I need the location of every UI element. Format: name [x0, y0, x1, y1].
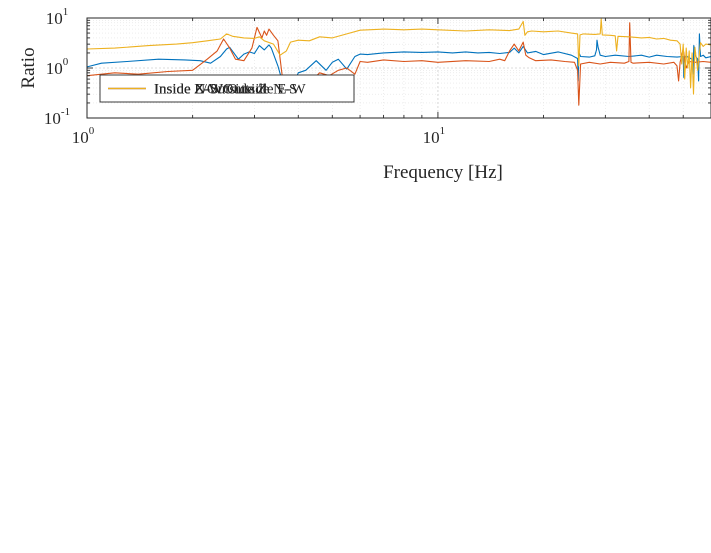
x-axis-label: Frequency [Hz] [383, 162, 503, 183]
y-axis-label: Ratio [18, 47, 39, 88]
grid [87, 18, 711, 118]
series-line-1 [87, 33, 711, 92]
legend-label: Inside Z/Outside Z [154, 82, 266, 98]
legend-label: Inside N-S/Outside N-S [154, 82, 297, 98]
series-line-2 [87, 22, 711, 106]
y-tick-label: 101 [46, 6, 69, 28]
series-line-3 [87, 18, 711, 95]
x-tick-label: 101 [423, 125, 446, 147]
y-tick-label: 10-1 [44, 106, 70, 128]
y-tick-label: 100 [46, 56, 69, 78]
x-tick-label: 100 [72, 125, 95, 147]
legend-label: Inside E-W/Outside E-W [154, 82, 306, 98]
